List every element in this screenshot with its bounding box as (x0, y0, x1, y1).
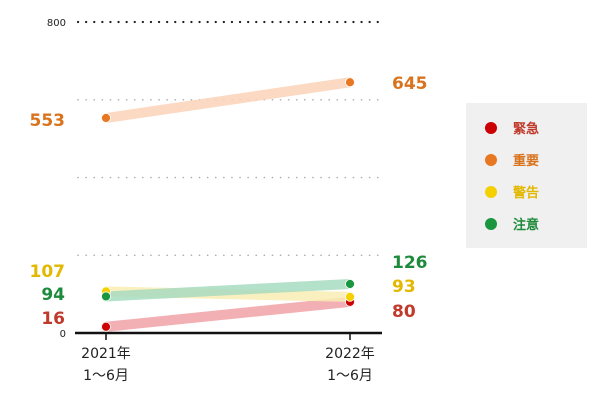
legend-label: 注意 (513, 217, 539, 233)
data-label: 645 (392, 74, 428, 94)
data-label: 126 (392, 253, 428, 273)
data-label: 16 (41, 309, 65, 329)
legend-marker (485, 218, 497, 230)
legend-label: 重要 (513, 153, 539, 169)
series-line (101, 296, 355, 332)
data-labels: 16 80 553 645 107 93 94 126 (30, 74, 428, 329)
legend-marker (485, 122, 497, 134)
series-line (101, 279, 355, 302)
grid-lines (76, 20, 384, 257)
legend-marker (485, 154, 497, 166)
data-point (101, 291, 111, 302)
data-point (345, 291, 355, 302)
x-tick-label: 1～6月 (83, 368, 129, 384)
y-tick-label: 0 (60, 329, 66, 340)
data-label: 107 (30, 262, 66, 282)
data-label: 94 (41, 285, 65, 305)
legend-label: 緊急 (513, 121, 539, 137)
data-label: 80 (392, 302, 416, 322)
legend-marker (485, 186, 497, 198)
series-lines (101, 77, 355, 332)
data-point (345, 77, 355, 88)
x-tick-label: 1～6月 (327, 368, 373, 384)
data-point (345, 279, 355, 289)
series-line (101, 77, 355, 124)
x-tick-label: 2021年 (81, 346, 131, 362)
y-axis: 0 800 (47, 18, 66, 340)
x-tick-label: 2022年 (325, 346, 375, 362)
legend-label: 警告 (513, 185, 539, 201)
data-label: 553 (30, 111, 66, 131)
data-point (101, 113, 111, 123)
data-point (101, 321, 111, 332)
x-axis: 2021年 1～6月 2022年 1～6月 (75, 331, 382, 384)
y-tick-label: 800 (47, 18, 66, 29)
data-label: 93 (392, 277, 416, 297)
